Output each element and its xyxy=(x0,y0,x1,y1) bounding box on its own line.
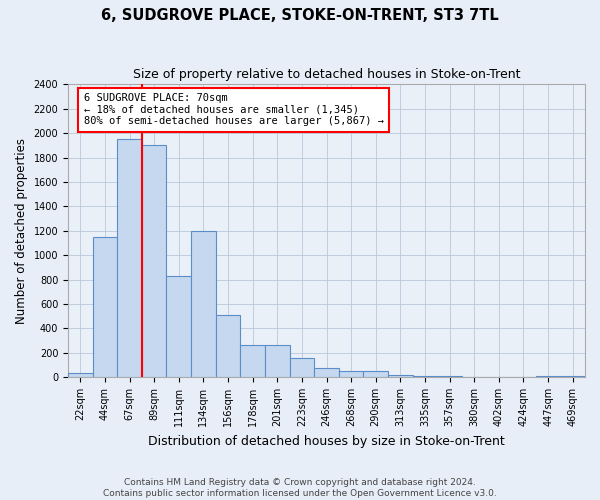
Bar xyxy=(241,345,265,377)
Bar xyxy=(117,140,142,377)
Bar xyxy=(166,276,191,377)
Bar xyxy=(68,374,92,377)
Bar xyxy=(142,146,166,377)
Bar xyxy=(290,358,314,377)
Bar xyxy=(191,231,216,377)
Bar xyxy=(437,376,462,377)
Bar xyxy=(413,376,437,377)
Bar xyxy=(339,371,364,377)
Text: Contains HM Land Registry data © Crown copyright and database right 2024.
Contai: Contains HM Land Registry data © Crown c… xyxy=(103,478,497,498)
X-axis label: Distribution of detached houses by size in Stoke-on-Trent: Distribution of detached houses by size … xyxy=(148,434,505,448)
Bar xyxy=(92,237,117,377)
Bar xyxy=(560,376,585,377)
Text: 6 SUDGROVE PLACE: 70sqm
← 18% of detached houses are smaller (1,345)
80% of semi: 6 SUDGROVE PLACE: 70sqm ← 18% of detache… xyxy=(83,93,383,126)
Bar xyxy=(364,371,388,377)
Bar xyxy=(388,374,413,377)
Text: 6, SUDGROVE PLACE, STOKE-ON-TRENT, ST3 7TL: 6, SUDGROVE PLACE, STOKE-ON-TRENT, ST3 7… xyxy=(101,8,499,22)
Bar xyxy=(314,368,339,377)
Title: Size of property relative to detached houses in Stoke-on-Trent: Size of property relative to detached ho… xyxy=(133,68,520,80)
Bar xyxy=(216,315,241,377)
Y-axis label: Number of detached properties: Number of detached properties xyxy=(15,138,28,324)
Bar xyxy=(265,345,290,377)
Bar xyxy=(536,376,560,377)
